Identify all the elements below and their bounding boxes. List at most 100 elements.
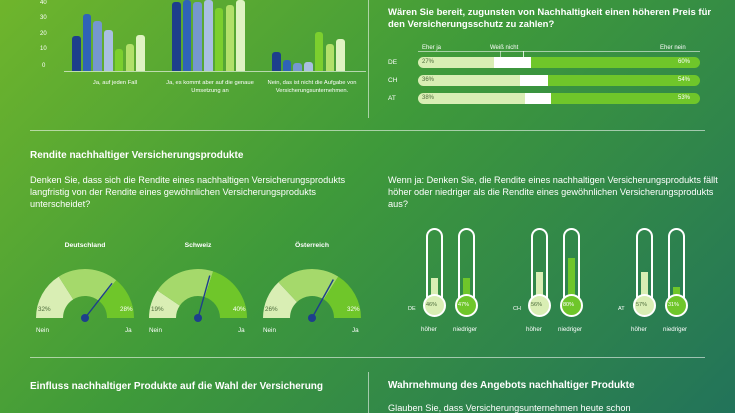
bar xyxy=(204,0,213,71)
bar xyxy=(72,36,81,71)
rendite-title: Rendite nachhaltiger Versicherungsproduk… xyxy=(30,150,244,161)
gauge-segment-middle xyxy=(58,269,117,302)
top-left-bar-chart: 40 30 20 10 0 Ja, auf jeden Fall Ja, es … xyxy=(30,0,370,110)
thermo-low-bulb xyxy=(665,294,688,317)
price-question-title: Wären Sie bereit, zugunsten von Nachhalt… xyxy=(388,7,712,31)
bar xyxy=(93,20,102,71)
gauges: Deutschland 32% 28% Nein Ja Schweiz 19% 40% Nein… xyxy=(30,240,375,340)
rendite-question-1: Denken Sie, dass sich die Rendite eines … xyxy=(30,175,346,209)
thermo-high-value: 56% xyxy=(531,302,543,308)
value-yes: 27% xyxy=(422,59,435,65)
bar xyxy=(82,14,92,71)
gauge-needle xyxy=(311,279,334,319)
bar xyxy=(193,1,202,71)
bar xyxy=(304,61,313,71)
gauge-hub xyxy=(194,314,202,322)
gauge-ja-value: 40% xyxy=(233,306,246,313)
gauge-nein-value: 19% xyxy=(151,306,164,313)
y-tick: 40 xyxy=(40,0,47,6)
divider xyxy=(368,0,369,118)
thermo-high-caption: höher xyxy=(421,326,437,333)
legend-yes: Eher ja xyxy=(422,45,442,51)
bar xyxy=(236,0,245,71)
thermo-low-value: 80% xyxy=(563,302,575,308)
thermo-low-caption: niedriger xyxy=(453,326,478,333)
x-axis xyxy=(64,71,366,72)
country-label: CH xyxy=(388,77,398,84)
value-no: 54% xyxy=(678,77,691,83)
gauge-segment-ja xyxy=(204,271,247,318)
bar xyxy=(225,4,234,71)
country-label: DE xyxy=(388,59,398,66)
value-no: 53% xyxy=(678,95,691,101)
thermo-high-bulb xyxy=(423,294,446,317)
stacked-bars: DE 27% 60% CH 36% 54% AT 38% 53% xyxy=(388,57,708,107)
thermo-high-caption: höher xyxy=(526,326,542,333)
gauge-country: Österreich xyxy=(294,242,329,249)
gauge-country: Deutschland xyxy=(64,242,106,249)
value-no: 60% xyxy=(678,59,691,65)
gauge-hub xyxy=(81,314,89,322)
bar xyxy=(293,63,302,71)
gauge xyxy=(36,269,134,322)
gauge-segment-nein xyxy=(36,276,74,318)
gauge xyxy=(263,269,361,322)
thermo-high-bulb xyxy=(633,294,656,317)
bar-unknown xyxy=(525,93,551,104)
y-tick: 10 xyxy=(40,46,47,52)
gauge-right-label: Ja xyxy=(352,327,359,334)
thermo-country: DE xyxy=(408,306,416,312)
bar xyxy=(172,1,181,71)
thermo-low-value: 31% xyxy=(668,302,680,308)
legend-no: Eher nein xyxy=(660,45,686,51)
gauge-needle xyxy=(84,282,113,319)
thermo-low-tube xyxy=(458,228,475,306)
y-tick: 20 xyxy=(40,31,47,37)
thermo-low-bulb xyxy=(455,294,478,317)
gauge-segment-nein xyxy=(149,290,180,318)
bar xyxy=(136,34,145,71)
thermo-low-tube xyxy=(668,228,685,306)
bar xyxy=(325,44,334,71)
thermo-high-bulb xyxy=(528,294,551,317)
thermo-country: AT xyxy=(618,306,625,312)
rendite-question-2: Wenn ja: Denken Sie, die Rendite eines n… xyxy=(388,175,718,209)
gauge-left-label: Nein xyxy=(36,327,49,334)
group-label: Ja, auf jeden Fall xyxy=(92,80,138,86)
bar xyxy=(114,48,124,71)
gauge-segment-middle xyxy=(157,269,214,306)
bar-no xyxy=(547,75,700,86)
group-label: Nein, das ist nicht die Aufgabe von Vers… xyxy=(267,80,357,94)
bottom-left-title: Einfluss nachhaltiger Produkte auf die W… xyxy=(30,381,324,392)
thermo-high-tube xyxy=(636,228,653,306)
thermo-high-value: 57% xyxy=(636,302,648,308)
thermo-low-fill xyxy=(463,277,470,306)
thermo-low-value: 47% xyxy=(458,302,470,308)
legend-tick xyxy=(523,51,524,57)
bar xyxy=(282,59,292,71)
bottom-right-title: Wahrnehmung des Angebots nachhaltiger Pr… xyxy=(388,380,635,391)
bar xyxy=(104,29,113,71)
bar xyxy=(125,44,134,71)
gauge-segment-middle xyxy=(278,269,339,302)
y-tick: 0 xyxy=(42,63,46,69)
thermo-high-fill xyxy=(536,272,543,306)
gauge-left-label: Nein xyxy=(149,327,162,334)
legend-line xyxy=(418,51,700,52)
gauge-segment-ja xyxy=(99,280,134,318)
country-label: AT xyxy=(388,95,396,102)
value-yes: 36% xyxy=(422,77,435,83)
thermo-low-bulb xyxy=(560,294,583,317)
bar-unknown xyxy=(519,75,548,86)
gauge-nein-value: 26% xyxy=(265,306,278,313)
gauge-segment-nein xyxy=(263,282,297,318)
thermo-high-tube xyxy=(531,228,548,306)
bar xyxy=(272,52,281,71)
bar-yes xyxy=(418,57,495,68)
gauge-country: Schweiz xyxy=(184,242,212,249)
thermo-high-tube xyxy=(426,228,443,306)
thermo-high-fill xyxy=(431,278,438,306)
gauge-right-label: Ja xyxy=(238,327,245,334)
thermo-high-caption: höher xyxy=(631,326,647,333)
gauge-right-label: Ja xyxy=(125,327,132,334)
